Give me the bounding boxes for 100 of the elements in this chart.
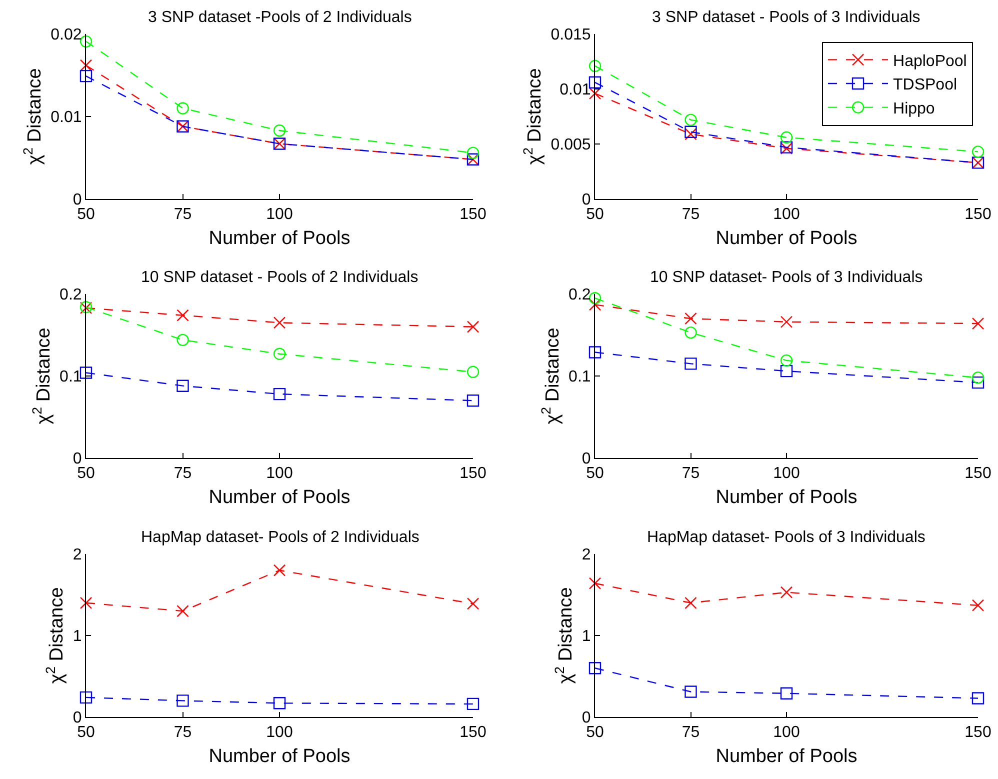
point bbox=[273, 124, 286, 137]
x-tick-label: 50 bbox=[77, 206, 95, 224]
point bbox=[972, 599, 984, 612]
point bbox=[684, 686, 697, 698]
chart-title: 10 SNP dataset - Pools of 2 Individuals bbox=[141, 269, 418, 286]
point bbox=[588, 76, 602, 88]
x-tick-label: 75 bbox=[682, 465, 700, 482]
x-tick-label: 75 bbox=[174, 206, 192, 224]
x-tick-label: 150 bbox=[460, 465, 486, 482]
point bbox=[273, 564, 286, 576]
point bbox=[972, 376, 984, 389]
x-tick-label: 100 bbox=[773, 724, 800, 742]
point bbox=[273, 388, 286, 400]
point bbox=[176, 694, 189, 707]
y-tick-label: 0.1 bbox=[60, 368, 82, 386]
point bbox=[588, 60, 602, 72]
point bbox=[684, 128, 697, 140]
x-tick-label: 100 bbox=[266, 465, 293, 482]
point bbox=[80, 70, 92, 82]
y-tick-label: 2 bbox=[72, 546, 82, 564]
x-tick-label: 150 bbox=[964, 465, 992, 482]
point bbox=[273, 348, 286, 360]
point bbox=[80, 35, 92, 48]
point bbox=[176, 102, 189, 114]
x-axis-title: Number of Pools bbox=[208, 487, 350, 508]
x-tick-label: 100 bbox=[266, 724, 293, 742]
point bbox=[466, 320, 480, 333]
y-tick-label: 0.2 bbox=[60, 286, 82, 304]
x-axis-title: Number of Pools bbox=[716, 228, 858, 249]
point bbox=[780, 687, 793, 700]
y-tick-label: 0.015 bbox=[550, 26, 591, 44]
y-tick-label: 0.2 bbox=[568, 286, 591, 304]
x-tick-label: 50 bbox=[77, 465, 95, 482]
point bbox=[80, 59, 92, 72]
point bbox=[972, 317, 984, 330]
y-tick-label: 0 bbox=[72, 450, 82, 468]
point bbox=[780, 364, 793, 378]
point bbox=[176, 604, 189, 618]
x-tick-label: 150 bbox=[964, 206, 992, 224]
chart-title: 10 SNP dataset- Pools of 3 Individuals bbox=[650, 269, 923, 286]
y-tick-label: 0 bbox=[72, 710, 82, 727]
point bbox=[684, 114, 697, 126]
point bbox=[588, 346, 602, 358]
x-axis-title: Number of Pools bbox=[716, 746, 858, 767]
x-tick-label: 100 bbox=[773, 465, 800, 482]
point bbox=[684, 596, 697, 609]
point bbox=[972, 146, 984, 158]
y-tick-label: 0 bbox=[72, 192, 82, 209]
legend-label: TDSPool bbox=[893, 76, 958, 94]
y-tick-label: 0.02 bbox=[50, 26, 82, 44]
x-tick-label: 50 bbox=[77, 724, 95, 742]
x-tick-label: 75 bbox=[682, 206, 700, 224]
point bbox=[588, 292, 602, 304]
x-tick-label: 50 bbox=[586, 206, 604, 224]
chart-title: 3 SNP dataset -Pools of 2 Individuals bbox=[148, 9, 412, 26]
point bbox=[780, 131, 793, 144]
point bbox=[273, 316, 286, 329]
chart-title: HapMap dataset- Pools of 2 Individuals bbox=[141, 529, 420, 546]
legend-label: HaploPool bbox=[893, 52, 967, 70]
y-tick-label: 2 bbox=[582, 546, 591, 564]
point bbox=[780, 354, 793, 367]
point bbox=[466, 394, 480, 407]
point bbox=[273, 697, 286, 710]
x-tick-label: 75 bbox=[174, 724, 192, 742]
x-tick-label: 150 bbox=[964, 724, 992, 742]
y-tick-label: 0.01 bbox=[50, 109, 82, 126]
point bbox=[466, 698, 480, 710]
y-tick-label: 0.005 bbox=[550, 136, 591, 154]
x-tick-label: 50 bbox=[586, 724, 604, 742]
y-tick-label: 1 bbox=[582, 628, 591, 646]
x-tick-label: 150 bbox=[460, 206, 486, 224]
point bbox=[588, 577, 602, 590]
point bbox=[80, 691, 92, 704]
point bbox=[588, 662, 602, 674]
point bbox=[684, 358, 697, 370]
chart-title: 3 SNP dataset - Pools of 3 Individuals bbox=[652, 9, 920, 26]
point bbox=[176, 380, 189, 392]
y-tick-label: 0 bbox=[582, 710, 591, 727]
point bbox=[780, 316, 793, 328]
x-tick-label: 75 bbox=[174, 465, 192, 482]
point bbox=[466, 146, 480, 159]
x-axis-title: Number of Pools bbox=[208, 746, 350, 767]
point bbox=[780, 586, 793, 598]
y-tick-label: 1 bbox=[72, 628, 82, 646]
y-tick-label: 0.01 bbox=[560, 82, 591, 99]
x-axis-title: Number of Pools bbox=[716, 487, 858, 508]
y-tick-label: 0 bbox=[582, 450, 591, 468]
point bbox=[176, 309, 189, 322]
point bbox=[684, 126, 697, 138]
point bbox=[972, 372, 984, 384]
point bbox=[176, 334, 189, 346]
x-axis-title: Number of Pools bbox=[208, 228, 350, 249]
legend-label: Hippo bbox=[893, 100, 935, 118]
point bbox=[684, 312, 697, 325]
point bbox=[972, 692, 984, 704]
point bbox=[466, 366, 480, 378]
x-tick-label: 100 bbox=[773, 206, 800, 224]
y-tick-label: 0.1 bbox=[568, 368, 591, 386]
point bbox=[80, 596, 92, 609]
x-tick-label: 150 bbox=[460, 724, 486, 742]
